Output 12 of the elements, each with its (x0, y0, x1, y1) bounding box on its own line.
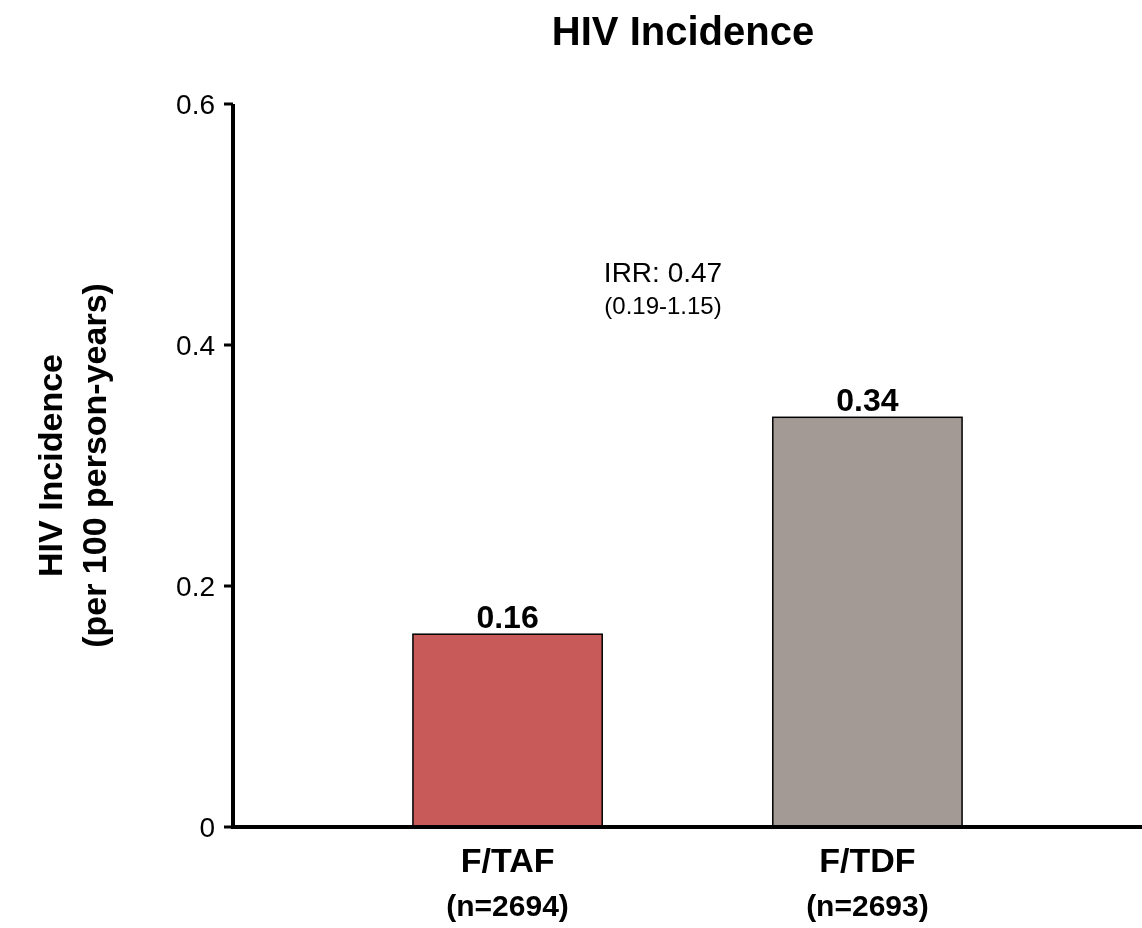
annotation: IRR: 0.47 (603, 257, 723, 288)
data-label: 0.16 (476, 599, 539, 636)
y-axis-title: HIV Incidence (per 100 person-years) (31, 283, 113, 648)
y-tick-label: 0.6 (176, 88, 215, 120)
y-tick-label: 0 (199, 811, 215, 843)
data-label: 0.34 (836, 382, 899, 419)
y-tick-label: 0.4 (176, 329, 215, 361)
x-tick-label: F/TAF (n=2694) (446, 841, 569, 922)
y-tick-label: 0.2 (176, 570, 215, 602)
annotation: (0.19-1.15) (604, 292, 722, 319)
x-tick-label: F/TDF (n=2693) (806, 841, 929, 922)
chart-title: HIV Incidence (551, 9, 815, 53)
